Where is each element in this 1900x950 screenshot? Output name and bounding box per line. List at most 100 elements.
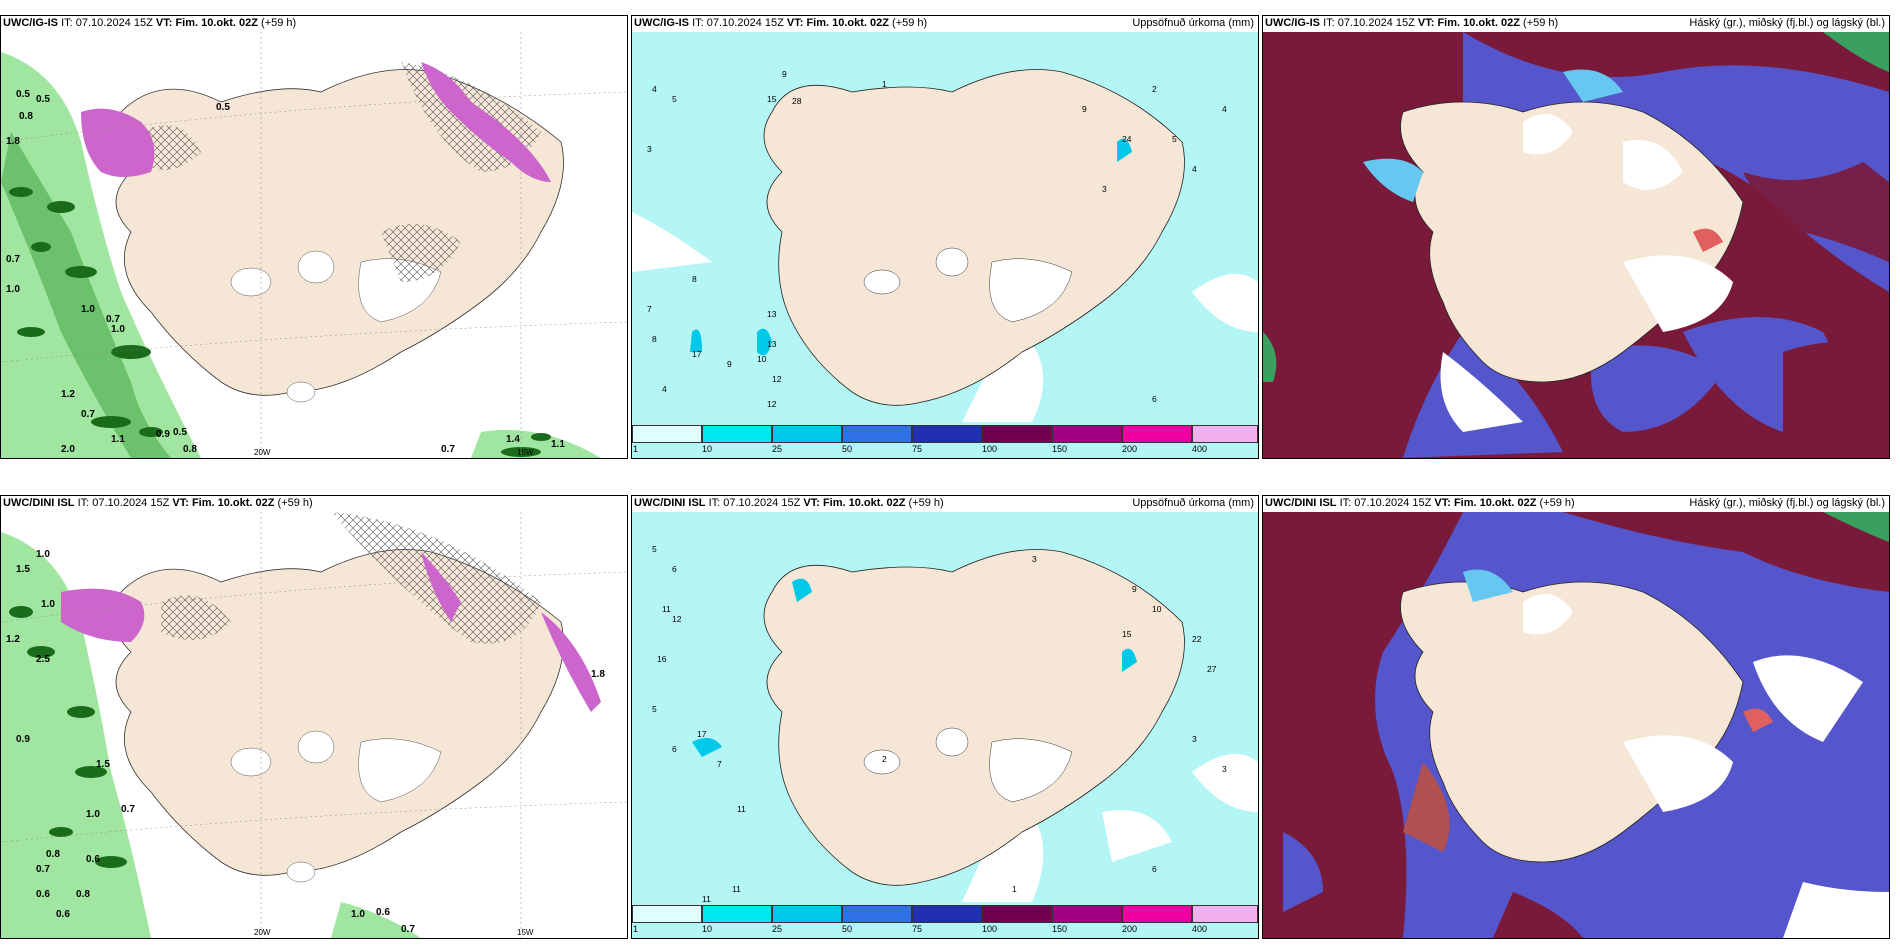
- legend-bin: [702, 425, 772, 443]
- svg-text:0.7: 0.7: [106, 314, 120, 325]
- svg-text:3: 3: [1032, 554, 1037, 564]
- vt-label: VT:: [172, 497, 189, 509]
- legend-bin: [912, 425, 982, 443]
- svg-text:2.0: 2.0: [61, 444, 75, 455]
- model-name: UWC/DINI ISL: [634, 497, 706, 509]
- svg-text:0.8: 0.8: [76, 889, 90, 900]
- svg-text:20W: 20W: [254, 928, 271, 937]
- svg-text:2: 2: [882, 754, 887, 764]
- svg-text:15W: 15W: [517, 928, 534, 937]
- map-cloud: [1263, 512, 1889, 938]
- legend-tick: 100: [982, 924, 998, 934]
- lead-time: (+59 h): [1523, 17, 1559, 29]
- legend-labels: 1 10 25 50 75 100 150 200 400: [632, 444, 1258, 456]
- lead-time: (+59 h): [892, 17, 928, 29]
- init-time: 07.10.2024 15Z: [706, 17, 784, 29]
- svg-text:0.9: 0.9: [156, 429, 170, 440]
- svg-text:6: 6: [1152, 394, 1157, 404]
- svg-text:2: 2: [1152, 84, 1157, 94]
- svg-text:2.5: 2.5: [36, 654, 50, 665]
- legend-tick: 200: [1122, 444, 1138, 454]
- svg-text:0.6: 0.6: [86, 854, 100, 865]
- svg-text:28: 28: [792, 96, 802, 106]
- panel-ig-snow: UWC/IG-IS IT: 07.10.2024 15Z VT: Fim. 10…: [0, 15, 628, 459]
- legend-bin: [982, 425, 1052, 443]
- panel-title: Uppsöfnuð úrkoma (mm): [1132, 17, 1254, 29]
- panel-header: UWC/DINI ISL IT: 07.10.2024 15Z VT: Fim.…: [1265, 497, 1575, 510]
- legend-labels: 1 10 25 50 75 100 150 200 400: [632, 924, 1258, 936]
- init-time: 07.10.2024 15Z: [75, 17, 153, 29]
- svg-text:11: 11: [737, 804, 746, 814]
- svg-text:15W: 15W: [517, 448, 534, 457]
- svg-text:11: 11: [702, 894, 711, 904]
- svg-text:24: 24: [1122, 134, 1132, 144]
- legend-tick: 10: [702, 924, 713, 934]
- svg-text:6: 6: [1152, 864, 1157, 874]
- panel-header: UWC/IG-IS IT: 07.10.2024 15Z VT: Fim. 10…: [1265, 17, 1558, 30]
- legend-tick: 400: [1192, 444, 1208, 454]
- model-name: UWC/IG-IS: [1265, 17, 1320, 29]
- svg-text:0.6: 0.6: [376, 907, 390, 918]
- svg-text:6: 6: [672, 564, 677, 574]
- svg-text:1: 1: [882, 79, 887, 89]
- valid-time: Fim. 10.okt. 02Z: [1453, 497, 1537, 509]
- svg-text:5: 5: [672, 94, 677, 104]
- model-name: UWC/DINI ISL: [1265, 497, 1337, 509]
- svg-text:7: 7: [717, 759, 722, 769]
- legend-bin: [842, 905, 912, 923]
- it-label: IT:: [708, 497, 721, 509]
- svg-text:0.6: 0.6: [36, 889, 50, 900]
- svg-text:6: 6: [672, 744, 677, 754]
- map-snow: 0.5 0.50.8 0.51.81.0 1.00.71.0 0.71.20.7 …: [1, 32, 627, 458]
- legend-bin: [1122, 425, 1192, 443]
- svg-text:5: 5: [652, 544, 657, 554]
- model-name: UWC/DINI ISL: [3, 497, 75, 509]
- legend-tick: 150: [1052, 924, 1068, 934]
- svg-text:1: 1: [1012, 884, 1017, 894]
- panel-title: Háský (gr.), miðský (fj.bl.) og lágský (…: [1689, 17, 1885, 29]
- panel-dini-cloud: UWC/DINI ISL IT: 07.10.2024 15Z VT: Fim.…: [1262, 495, 1890, 939]
- svg-text:3: 3: [1222, 764, 1227, 774]
- svg-text:4: 4: [662, 384, 667, 394]
- panel-header: UWC/DINI ISL IT: 07.10.2024 15Z VT: Fim.…: [3, 497, 313, 510]
- svg-text:12: 12: [772, 374, 782, 384]
- svg-text:0.7: 0.7: [36, 864, 50, 875]
- vt-label: VT:: [1434, 497, 1451, 509]
- svg-text:0.7: 0.7: [401, 924, 415, 935]
- svg-text:4: 4: [652, 84, 657, 94]
- valid-time: Fim. 10.okt. 02Z: [1437, 17, 1520, 29]
- svg-text:1.0: 1.0: [351, 909, 365, 920]
- legend-bin: [1052, 425, 1122, 443]
- svg-text:1.2: 1.2: [61, 389, 75, 400]
- svg-text:9: 9: [727, 359, 732, 369]
- lead-time: (+59 h): [1539, 497, 1575, 509]
- svg-text:1.1: 1.1: [111, 434, 125, 445]
- init-time: 07.10.2024 15Z: [1354, 497, 1432, 509]
- svg-text:0.6: 0.6: [56, 909, 70, 920]
- lead-time: (+59 h): [261, 17, 297, 29]
- legend-tick: 150: [1052, 444, 1068, 454]
- svg-text:1.5: 1.5: [16, 564, 30, 575]
- svg-text:17: 17: [697, 729, 707, 739]
- svg-text:8: 8: [652, 334, 657, 344]
- legend-tick: 75: [912, 444, 923, 454]
- vt-label: VT:: [803, 497, 820, 509]
- svg-text:0.5: 0.5: [216, 102, 230, 113]
- svg-text:1.0: 1.0: [81, 304, 95, 315]
- svg-text:10: 10: [1152, 604, 1162, 614]
- panel-dini-snow: UWC/DINI ISL IT: 07.10.2024 15Z VT: Fim.…: [0, 495, 628, 939]
- svg-text:0.7: 0.7: [6, 254, 20, 265]
- svg-text:0.7: 0.7: [81, 409, 95, 420]
- legend-bin: [632, 905, 702, 923]
- svg-text:16: 16: [657, 654, 667, 664]
- svg-text:3: 3: [647, 144, 652, 154]
- svg-text:1.0: 1.0: [41, 599, 55, 610]
- panel-header: UWC/DINI ISL IT: 07.10.2024 15Z VT: Fim.…: [634, 497, 944, 510]
- svg-text:1.5: 1.5: [96, 759, 110, 770]
- svg-text:11: 11: [662, 604, 671, 614]
- svg-text:1.2: 1.2: [6, 634, 20, 645]
- svg-text:5: 5: [652, 704, 657, 714]
- svg-text:1.0: 1.0: [6, 284, 20, 295]
- svg-text:7: 7: [647, 304, 652, 314]
